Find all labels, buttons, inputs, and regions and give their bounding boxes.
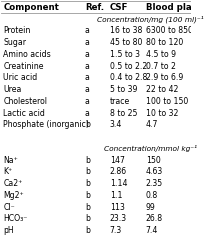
Text: 2.9 to 6.9: 2.9 to 6.9 bbox=[146, 73, 183, 82]
Text: 0.5 to 2.2: 0.5 to 2.2 bbox=[110, 62, 147, 71]
Text: 113: 113 bbox=[110, 203, 124, 212]
Text: b: b bbox=[85, 191, 90, 200]
Text: b: b bbox=[85, 156, 90, 165]
Text: 5 to 39: 5 to 39 bbox=[110, 85, 137, 94]
Text: a: a bbox=[85, 73, 90, 82]
Text: 10 to 32: 10 to 32 bbox=[146, 109, 178, 118]
Text: a: a bbox=[85, 26, 90, 35]
Text: CSF: CSF bbox=[110, 3, 128, 12]
Text: Cholesterol: Cholesterol bbox=[3, 97, 47, 106]
Text: 7.3: 7.3 bbox=[110, 226, 122, 235]
Text: Mg2⁺: Mg2⁺ bbox=[3, 191, 24, 200]
Text: 147: 147 bbox=[110, 156, 124, 165]
Text: trace: trace bbox=[110, 97, 130, 106]
Text: Concentration/mmol kg⁻¹: Concentration/mmol kg⁻¹ bbox=[104, 145, 197, 152]
Text: a: a bbox=[85, 38, 90, 47]
Text: 4.5 to 9: 4.5 to 9 bbox=[146, 50, 176, 59]
Text: a: a bbox=[85, 109, 90, 118]
Text: 99: 99 bbox=[146, 203, 156, 212]
Text: a: a bbox=[85, 62, 90, 71]
Text: 80 to 120: 80 to 120 bbox=[146, 38, 183, 47]
Text: 23.3: 23.3 bbox=[110, 214, 127, 223]
Text: Blood plasma: Blood plasma bbox=[146, 3, 211, 12]
Text: 45 to 80: 45 to 80 bbox=[110, 38, 142, 47]
Text: 0.4 to 2.8: 0.4 to 2.8 bbox=[110, 73, 147, 82]
Text: Protein: Protein bbox=[3, 26, 31, 35]
Text: b: b bbox=[85, 167, 90, 176]
Text: Creatinine: Creatinine bbox=[3, 62, 44, 71]
Text: pH: pH bbox=[3, 226, 14, 235]
Text: Ca2⁺: Ca2⁺ bbox=[3, 179, 23, 188]
Text: Cl⁻: Cl⁻ bbox=[3, 203, 15, 212]
Text: 8 to 25: 8 to 25 bbox=[110, 109, 137, 118]
Text: 4.63: 4.63 bbox=[146, 167, 163, 176]
Text: 3.4: 3.4 bbox=[110, 120, 122, 129]
Text: 0.8: 0.8 bbox=[146, 191, 158, 200]
Text: 16 to 38: 16 to 38 bbox=[110, 26, 142, 35]
Text: 1.1: 1.1 bbox=[110, 191, 122, 200]
Text: a: a bbox=[85, 97, 90, 106]
Text: b: b bbox=[85, 179, 90, 188]
Text: 7.4: 7.4 bbox=[146, 226, 158, 235]
Text: Phosphate (inorganic): Phosphate (inorganic) bbox=[3, 120, 89, 129]
Text: b: b bbox=[85, 226, 90, 235]
Text: 100 to 150: 100 to 150 bbox=[146, 97, 188, 106]
Text: K⁺: K⁺ bbox=[3, 167, 12, 176]
Text: a: a bbox=[85, 85, 90, 94]
Text: 2.35: 2.35 bbox=[146, 179, 163, 188]
Text: 26.8: 26.8 bbox=[146, 214, 163, 223]
Text: 4.7: 4.7 bbox=[146, 120, 158, 129]
Text: b: b bbox=[85, 214, 90, 223]
Text: b: b bbox=[85, 203, 90, 212]
Text: Concentration/mg (100 ml)⁻¹: Concentration/mg (100 ml)⁻¹ bbox=[97, 15, 204, 23]
Text: Urea: Urea bbox=[3, 85, 22, 94]
Text: Uric acid: Uric acid bbox=[3, 73, 38, 82]
Text: 2.86: 2.86 bbox=[110, 167, 127, 176]
Text: Lactic acid: Lactic acid bbox=[3, 109, 45, 118]
Text: 22 to 42: 22 to 42 bbox=[146, 85, 178, 94]
Text: Na⁺: Na⁺ bbox=[3, 156, 18, 165]
Text: Amino acids: Amino acids bbox=[3, 50, 51, 59]
Text: Sugar: Sugar bbox=[3, 38, 26, 47]
Text: Ref.: Ref. bbox=[85, 3, 104, 12]
Text: 0.7 to 2: 0.7 to 2 bbox=[146, 62, 176, 71]
Text: Component: Component bbox=[3, 3, 59, 12]
Text: 1.5 to 3: 1.5 to 3 bbox=[110, 50, 140, 59]
Text: 150: 150 bbox=[146, 156, 161, 165]
Text: a: a bbox=[85, 50, 90, 59]
Text: 6300 to 8500: 6300 to 8500 bbox=[146, 26, 197, 35]
Text: b: b bbox=[85, 120, 90, 129]
Text: 1.14: 1.14 bbox=[110, 179, 127, 188]
Text: HCO₃⁻: HCO₃⁻ bbox=[3, 214, 28, 223]
